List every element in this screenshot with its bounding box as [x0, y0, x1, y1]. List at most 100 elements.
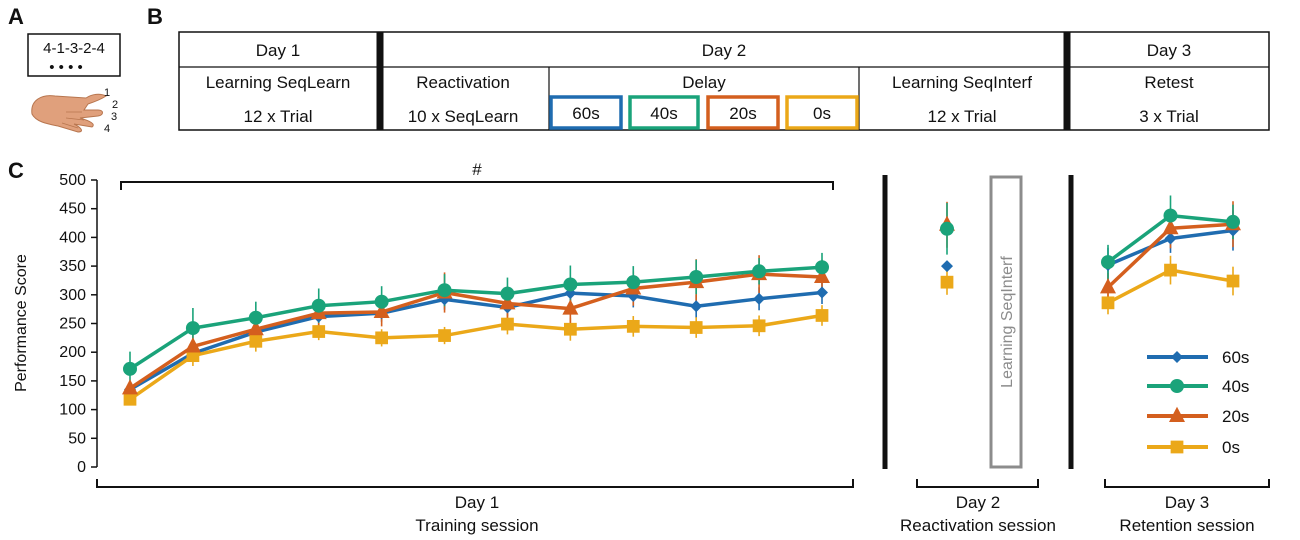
retest-trials: 3 x Trial [1139, 107, 1199, 126]
y-tick-label: 400 [59, 229, 86, 246]
data-point-training [437, 283, 452, 298]
y-tick-label: 250 [59, 316, 86, 333]
data-point-training [563, 277, 578, 292]
delay-box-40s-label: 40s [650, 104, 677, 123]
data-point-training [185, 321, 200, 336]
data-point-training [814, 267, 830, 284]
data-point-retention [1101, 255, 1115, 270]
legend-item-0s: 0s [1147, 438, 1240, 457]
legend-marker-0s [1170, 440, 1184, 454]
data-point-training [499, 294, 516, 310]
training-session-label: Training session [415, 516, 538, 535]
data-point-training [123, 361, 137, 376]
y-tick-label: 300 [59, 287, 86, 304]
data-point-training [373, 302, 390, 319]
y-tick-label: 450 [59, 201, 86, 218]
data-point-training [500, 286, 515, 301]
data-point-retention [1226, 274, 1240, 288]
delay-box-60s-label: 60s [572, 104, 599, 123]
data-point-training [626, 319, 640, 333]
y-tick-label: 0 [77, 459, 86, 476]
data-point-training [312, 325, 326, 338]
data-point-training [438, 329, 451, 342]
significance-bracket [120, 181, 834, 190]
protocol-table: Day 1 Learning SeqLearn 12 x Trial Day 2… [178, 31, 1270, 131]
delay-box-40s [628, 95, 700, 130]
data-point-training [249, 334, 263, 348]
series-line-training-0s [129, 313, 823, 401]
y-tick-label: 350 [59, 258, 86, 275]
data-point-training [122, 379, 138, 395]
delay-box-0s [785, 95, 859, 130]
legend-label-20s: 20s [1222, 407, 1249, 426]
panel-b-letter: B [147, 4, 163, 29]
data-point-training [752, 319, 766, 333]
legend-marker-40s [1170, 379, 1184, 393]
day1-bracket-label: Day 1 [455, 493, 499, 512]
y-axis: 0 50 100 150 200 250 300 350 400 450 500 [59, 172, 98, 476]
reactivation-label: Reactivation [416, 73, 510, 92]
series-line-training-40s [129, 265, 823, 371]
day1-bracket [96, 479, 854, 488]
legend: 60s 40s 20s 0s [1147, 348, 1249, 457]
y-axis-title: Performance Score [13, 254, 30, 392]
data-point-training [626, 275, 641, 290]
finger-number-3: 3 [111, 111, 117, 123]
data-point-training [501, 317, 514, 331]
legend-label-40s: 40s [1222, 377, 1249, 396]
legend-marker-shape [1170, 379, 1184, 393]
data-point-retention [1101, 296, 1115, 310]
finger-number-4: 4 [104, 123, 110, 135]
legend-label-0s: 0s [1222, 438, 1240, 457]
data-point-training [752, 264, 767, 279]
data-point-training [689, 270, 704, 285]
series-40s [123, 208, 1240, 376]
data-point-training [311, 298, 326, 313]
delay-box-0s-label: 0s [813, 104, 831, 123]
day2-bracket-label: Day 2 [956, 493, 1000, 512]
error-bars-20s [129, 201, 1234, 396]
data-point-retention [1163, 208, 1178, 223]
series-line-training-20s [129, 272, 823, 390]
data-point-retention [1100, 278, 1116, 294]
data-point-reactivation [940, 275, 954, 289]
day1-header: Day 1 [256, 41, 300, 60]
data-point-training [815, 260, 829, 275]
finger-number-1: 1 [104, 87, 110, 99]
interference-box [989, 175, 1023, 469]
legend-marker-shape [1169, 406, 1185, 422]
protocol-table-border [178, 31, 1270, 131]
reactivation-session-label: Reactivation session [900, 516, 1056, 535]
y-tick-label: 50 [68, 430, 86, 447]
series-line-training-60s [129, 290, 823, 392]
delay-box-60s [549, 95, 623, 130]
day1-learning: Learning SeqLearn [206, 73, 351, 92]
hand-icon [31, 93, 107, 133]
y-tick-label: 200 [59, 344, 86, 361]
interf-trials: 12 x Trial [928, 107, 997, 126]
data-point-training [815, 309, 829, 322]
sequence-box [27, 33, 121, 77]
sequence-text: 4-1-3-2-4 [43, 40, 105, 57]
data-point-training [563, 322, 577, 336]
panel-c-letter: C [8, 158, 24, 183]
legend-item-20s: 20s [1147, 406, 1249, 426]
data-point-retention [1226, 214, 1240, 229]
sequence-dots: • • • • [49, 59, 83, 76]
reactivation-trials: 10 x SeqLearn [408, 107, 519, 126]
data-point-training [247, 320, 264, 336]
legend-item-60s: 60s [1147, 348, 1249, 367]
delay-box-20s [706, 95, 780, 130]
data-point-training [374, 294, 389, 309]
data-point-training [753, 292, 766, 305]
panel-a-letter: A [8, 4, 24, 29]
data-point-training [816, 286, 828, 299]
delay-label: Delay [682, 73, 726, 92]
day2-header: Day 2 [702, 41, 746, 60]
delay-box-20s-label: 20s [729, 104, 756, 123]
legend-marker-20s [1169, 406, 1185, 422]
data-point-reactivation [941, 260, 953, 273]
data-point-reactivation [940, 221, 954, 236]
